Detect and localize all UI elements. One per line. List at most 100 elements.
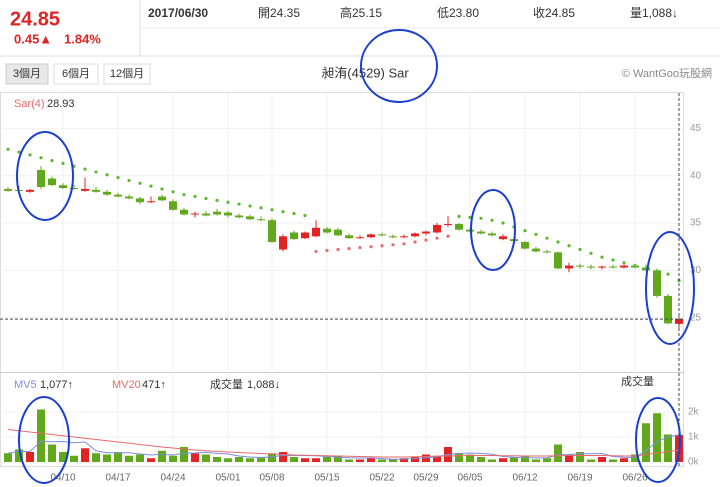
sar-dot xyxy=(325,248,329,253)
sar-dot xyxy=(435,236,439,240)
close: 收24.85 xyxy=(533,6,575,20)
volume-bar xyxy=(70,455,78,462)
sar-dot xyxy=(446,234,450,238)
volume-bar xyxy=(268,453,276,462)
range-label[interactable]: 6個月 xyxy=(62,67,90,80)
candle-body xyxy=(92,189,100,192)
range-button[interactable] xyxy=(103,63,151,85)
y2-tick-label: 1k xyxy=(688,432,700,443)
range-label[interactable]: 12個月 xyxy=(110,67,144,80)
candle-body xyxy=(653,270,661,296)
volume-bar xyxy=(598,457,606,462)
annotation-circle xyxy=(635,397,681,483)
range-label[interactable]: 3個月 xyxy=(13,67,41,80)
sar-dot xyxy=(413,240,417,244)
candle-body xyxy=(554,252,562,269)
sar-dot xyxy=(666,272,670,276)
candle-body xyxy=(257,219,265,221)
date: 2017/06/30 xyxy=(148,6,208,20)
sar-dot xyxy=(369,245,373,249)
candle-body xyxy=(301,232,309,239)
volume: 量1,088↓ xyxy=(630,6,678,20)
annotation-circle xyxy=(18,396,70,484)
volume-bar xyxy=(136,454,144,462)
volume-bar xyxy=(279,452,287,462)
candle-body xyxy=(59,185,67,189)
volume-legend-value: 1,088↓ xyxy=(247,379,280,391)
range-button[interactable] xyxy=(53,63,99,85)
candle-body xyxy=(136,198,144,203)
candle-body xyxy=(620,265,628,268)
annotation-circle xyxy=(645,231,695,345)
x-tick-label: 05/22 xyxy=(369,473,394,484)
sar-dot xyxy=(116,176,120,180)
candle-body xyxy=(609,266,617,268)
range-button[interactable] xyxy=(5,63,49,85)
sar-dot xyxy=(534,232,538,236)
price-change: 0.45▲ xyxy=(14,31,52,46)
volume-bar xyxy=(103,454,111,462)
sar-dot xyxy=(622,261,626,265)
volume-bar xyxy=(290,457,298,462)
sar-dot xyxy=(314,249,318,254)
sar-legend: Sar(4) xyxy=(14,98,45,110)
x-tick-label: 06/12 xyxy=(512,473,537,484)
mv5-legend-value: 1,077↑ xyxy=(40,379,73,391)
candle-body xyxy=(664,295,672,324)
volume-bar xyxy=(301,458,309,462)
volume-bar xyxy=(202,454,210,462)
volume-bar xyxy=(312,458,320,462)
sar-dot xyxy=(17,150,21,154)
sar-dot xyxy=(61,161,65,166)
x-tick-label: 04/10 xyxy=(50,473,75,484)
volume-bar xyxy=(587,459,595,462)
volume-bar xyxy=(246,458,254,462)
candle-body xyxy=(103,191,111,195)
candle-body xyxy=(114,194,122,197)
sar-dot xyxy=(138,181,142,185)
candle-body xyxy=(400,236,408,238)
y-tick-label: 45 xyxy=(690,123,702,134)
sar-dot xyxy=(490,218,494,222)
last-price: 24.85 xyxy=(10,8,60,30)
sar-dot xyxy=(347,246,351,251)
candle-body xyxy=(290,232,298,240)
candle-body xyxy=(312,227,320,237)
candle-body xyxy=(499,236,507,240)
candle-body xyxy=(422,231,430,234)
candle-body xyxy=(367,234,375,238)
candle-body xyxy=(532,248,540,252)
volume-bar xyxy=(565,454,573,462)
volume-bar xyxy=(257,457,265,462)
mv5-legend: MV5 xyxy=(14,379,37,391)
open: 開24.35 xyxy=(258,6,300,20)
sar-dot xyxy=(248,204,252,208)
candle-body xyxy=(598,266,606,268)
candle-body xyxy=(202,213,210,216)
x-tick-label: 05/01 xyxy=(215,473,240,484)
sar-dot xyxy=(633,264,637,268)
volume-bar xyxy=(554,444,562,462)
sar-dot xyxy=(358,246,362,250)
volume-bar xyxy=(59,452,67,462)
sar-dot xyxy=(193,194,197,199)
sar-dot xyxy=(270,208,274,212)
sar-dot xyxy=(523,229,527,233)
sar-dot xyxy=(94,170,98,174)
candle-body xyxy=(334,229,342,236)
y2-tick-label: 2k xyxy=(688,407,700,418)
candle-body xyxy=(191,213,199,215)
volume-bar xyxy=(81,448,89,462)
y-tick-label: 30 xyxy=(690,265,702,276)
annotations xyxy=(16,29,695,484)
volume-legend: 成交量 xyxy=(210,377,243,391)
candle-body xyxy=(587,266,595,268)
candle-body xyxy=(268,220,276,242)
ma-line xyxy=(7,434,680,460)
volume-bar xyxy=(521,455,529,462)
sar-dot xyxy=(578,247,582,252)
x-tick-label: 04/17 xyxy=(105,473,130,484)
volume-bar xyxy=(147,458,155,462)
x-tick-label: 06/26 xyxy=(622,473,647,484)
